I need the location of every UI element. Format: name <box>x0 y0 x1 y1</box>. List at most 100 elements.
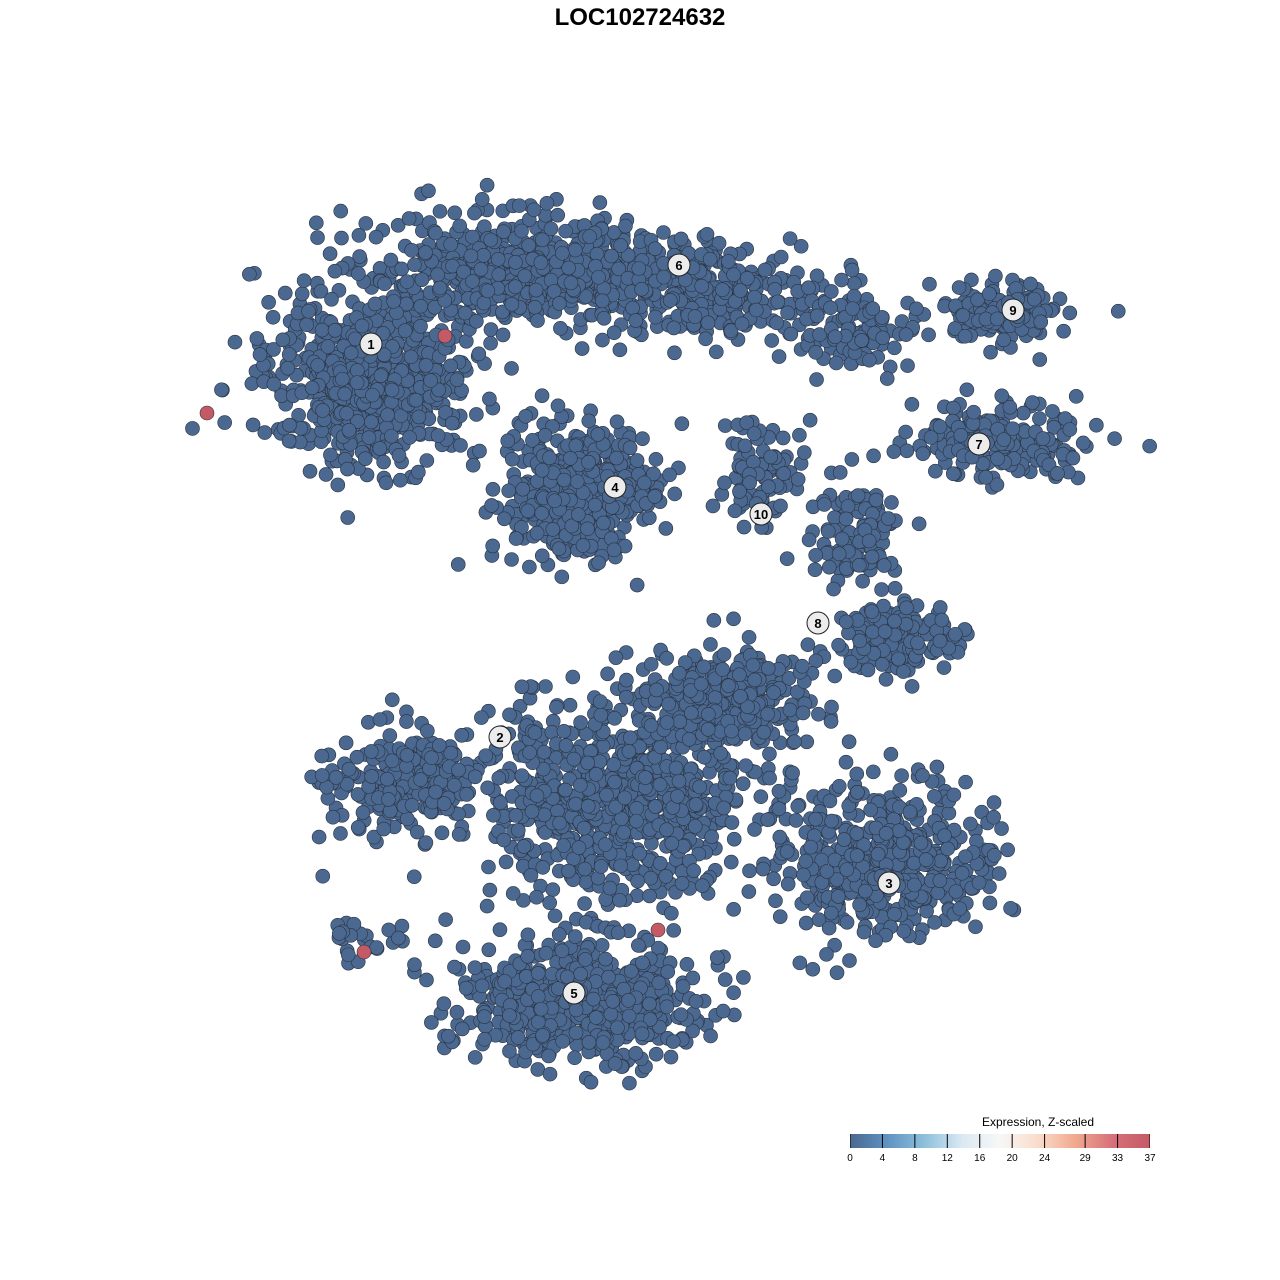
cell-point <box>648 452 664 467</box>
cell-point <box>717 972 733 987</box>
cell-point <box>756 724 772 740</box>
cell-point <box>314 748 330 764</box>
cell-point <box>736 970 751 985</box>
cell-point <box>1062 422 1078 437</box>
cell-point <box>428 225 443 241</box>
cell-point <box>937 828 952 843</box>
cell-point <box>790 798 806 814</box>
cell-point <box>453 438 468 453</box>
cell-point <box>761 479 776 495</box>
cell-point <box>643 718 659 733</box>
cell-point <box>702 251 718 267</box>
cell-point <box>354 318 370 334</box>
cell-point <box>745 657 761 673</box>
cell-point <box>688 797 704 812</box>
cell-point <box>476 248 491 263</box>
cell-point <box>545 522 561 537</box>
cell-point <box>723 323 739 339</box>
cell-point <box>742 863 757 879</box>
cell-point <box>598 837 613 852</box>
cell-point <box>651 975 667 991</box>
cell-point <box>399 747 415 763</box>
cell-point <box>821 920 837 936</box>
cell-point <box>607 711 622 726</box>
cell-point <box>957 328 973 344</box>
cell-point <box>797 445 812 460</box>
cell-point <box>281 347 297 362</box>
cell-point <box>510 1030 526 1045</box>
cell-point <box>463 248 479 264</box>
cell-point <box>628 313 644 328</box>
cell-point <box>819 864 835 879</box>
cell-point <box>447 205 463 221</box>
cell-point <box>604 248 619 264</box>
cell-point <box>465 457 481 473</box>
cell-point <box>581 413 597 429</box>
cell-point <box>310 358 326 373</box>
cell-point <box>620 247 636 263</box>
cell-point <box>696 749 712 765</box>
cell-point <box>647 241 663 257</box>
cell-point <box>520 927 536 943</box>
cell-point <box>314 768 330 783</box>
cell-point <box>515 481 531 497</box>
cell-point <box>594 937 610 953</box>
cell-point <box>552 815 567 831</box>
cell-point <box>406 869 422 885</box>
cell-point <box>990 451 1005 466</box>
cell-point <box>670 789 685 804</box>
cell-point <box>793 238 809 254</box>
cell-point <box>609 450 624 466</box>
cell-point <box>567 929 583 944</box>
cell-point <box>384 428 399 444</box>
cell-point <box>664 905 679 921</box>
cell-point <box>782 702 798 718</box>
cell-point <box>480 283 496 299</box>
cell-point <box>798 853 814 869</box>
cell-point <box>940 841 955 857</box>
cell-point <box>830 889 846 904</box>
cell-point <box>755 861 771 877</box>
cell-point <box>311 829 327 845</box>
cell-point <box>330 477 346 493</box>
cell-point <box>653 739 668 755</box>
cell-point <box>480 780 495 796</box>
cell-point <box>599 787 614 803</box>
cell-point <box>364 769 380 784</box>
cell-point <box>841 734 857 749</box>
cell-point <box>951 280 967 295</box>
cell-point <box>734 316 750 332</box>
cell-point <box>563 275 579 291</box>
cell-point <box>450 557 466 572</box>
cell-point <box>726 831 742 847</box>
cell-point <box>787 734 802 749</box>
cell-point <box>508 531 524 546</box>
cell-point <box>315 403 330 418</box>
cell-point <box>476 1009 492 1024</box>
cell-point <box>257 425 273 440</box>
cell-point <box>432 280 448 296</box>
cell-point <box>675 979 691 994</box>
cell-point <box>915 446 931 461</box>
cell-point <box>504 552 519 567</box>
cell-point <box>886 444 902 459</box>
cell-point <box>574 341 590 356</box>
cell-point <box>534 388 550 403</box>
cell-point <box>706 613 722 628</box>
cell-point <box>1062 305 1078 321</box>
cell-point <box>795 705 811 721</box>
cell-point <box>587 497 603 513</box>
cell-point <box>634 1026 650 1042</box>
cell-point <box>571 840 587 855</box>
cell-point <box>490 251 506 267</box>
cell-point <box>735 776 751 791</box>
cell-point <box>612 892 627 908</box>
cell-point <box>530 966 546 981</box>
cell-point <box>436 996 452 1012</box>
cell-point <box>827 668 843 684</box>
cell-point <box>878 672 894 687</box>
cell-point <box>643 870 658 886</box>
cell-point <box>367 296 383 312</box>
cell-point <box>839 862 855 877</box>
